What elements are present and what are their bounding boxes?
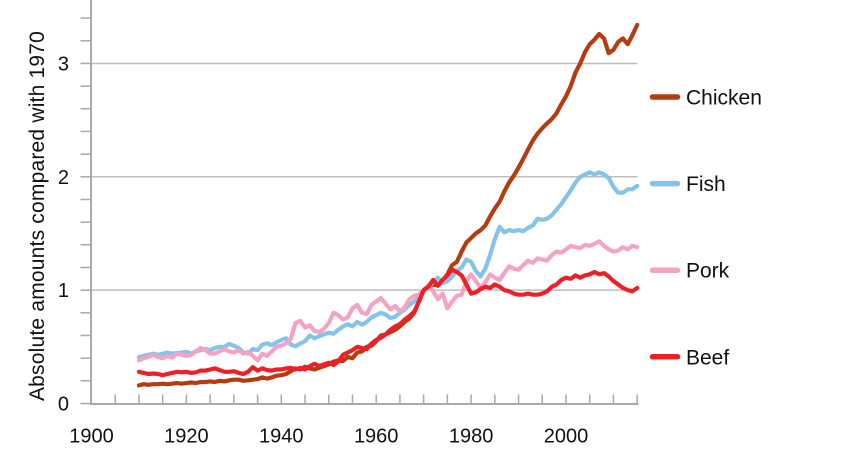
x-tick-label: 2000 (544, 426, 589, 448)
series-line-pork (136, 239, 640, 363)
y-tick-label: 1 (58, 280, 69, 302)
x-tick-label: 1940 (259, 426, 304, 448)
legend-label-beef: Beef (686, 346, 729, 369)
series-line-beef (136, 267, 640, 378)
x-tick-label: 1960 (354, 426, 399, 448)
series-line-fish (136, 170, 640, 360)
legend-label-pork: Pork (686, 260, 730, 283)
legend-label-chicken: Chicken (686, 87, 762, 110)
legend-label-fish: Fish (686, 173, 726, 196)
y-tick-label: 3 (58, 53, 69, 75)
y-tick-label: 0 (58, 394, 69, 416)
y-tick-label: 2 (58, 167, 69, 189)
x-tick-label: 1900 (69, 426, 114, 448)
x-tick-label: 1980 (449, 426, 494, 448)
x-tick-label: 1920 (164, 426, 209, 448)
